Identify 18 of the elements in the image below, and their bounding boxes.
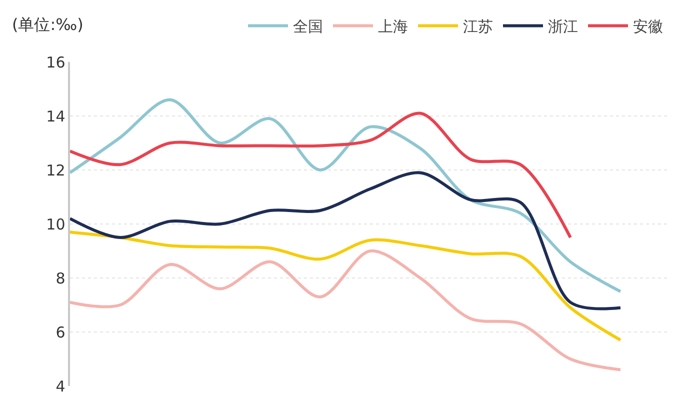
line-series <box>70 98 622 293</box>
legend-label: 全国 <box>293 18 323 36</box>
legend-label: 浙江 <box>548 18 578 36</box>
y-tick-label: 10 <box>46 215 66 234</box>
legend-label: 上海 <box>378 18 408 36</box>
y-tick-label: 8 <box>56 269 66 288</box>
y-tick-label: 16 <box>46 53 66 72</box>
legend-label: 江苏 <box>463 18 493 36</box>
y-tick-label: 12 <box>46 161 66 180</box>
line-series <box>70 250 622 372</box>
y-tick-label: 4 <box>56 377 66 396</box>
line-series <box>70 171 622 310</box>
line-series <box>70 112 572 239</box>
y-axis-title: (单位:‰) <box>12 15 84 34</box>
y-tick-label: 14 <box>46 107 66 126</box>
line-series <box>70 230 622 342</box>
legend-label: 安徽 <box>633 18 663 36</box>
y-tick-label: 6 <box>56 323 66 342</box>
